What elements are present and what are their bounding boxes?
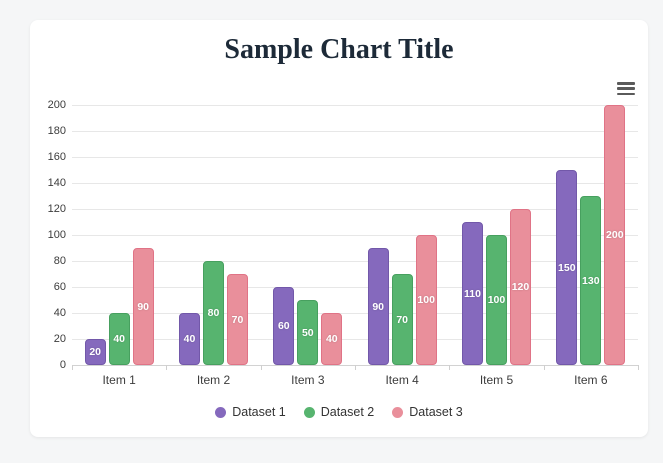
bar-value-label: 40: [325, 333, 338, 345]
bar-dataset-2-item-5[interactable]: 100: [485, 235, 507, 365]
bar-dataset-3-item-2[interactable]: 70: [226, 274, 248, 365]
y-axis-tick-label: 20: [53, 333, 66, 345]
bar-value-label: 70: [396, 313, 408, 326]
y-axis-tick-label: 200: [47, 99, 66, 111]
gridline: [72, 261, 638, 262]
bar-dataset-2-item-1[interactable]: 40: [108, 313, 130, 365]
bar-value-label: 110: [464, 287, 481, 300]
hamburger-line: [617, 87, 635, 90]
bar-value-label: 50: [301, 326, 314, 339]
y-axis-tick-label: 80: [53, 255, 66, 267]
bar-group-3: 60 50 40: [261, 105, 355, 365]
bar-value-label: 120: [511, 281, 530, 293]
bar-value-label: 80: [207, 307, 220, 319]
chart-legend: Dataset 1 Dataset 2 Dataset 3: [30, 405, 648, 419]
y-axis-tick-label: 40: [53, 307, 66, 319]
x-axis-tick: [72, 365, 73, 370]
bar-value-label: 60: [277, 320, 290, 332]
bar-value-label: 100: [487, 294, 506, 306]
legend-marker-icon: [392, 406, 404, 418]
bar-value-label: 90: [372, 300, 384, 313]
x-axis-tick: [355, 365, 356, 370]
bar-dataset-1-item-1[interactable]: 20: [84, 339, 106, 365]
gridline: [72, 183, 638, 184]
y-axis-tick-label: 160: [47, 151, 66, 163]
bar-group-1: 20 40 90: [72, 105, 166, 365]
bar-value-label: 90: [137, 300, 149, 313]
bar-value-label: 70: [231, 313, 244, 326]
y-axis-tick-label: 180: [47, 125, 66, 137]
hamburger-line: [617, 92, 635, 95]
legend-label: Dataset 2: [320, 405, 375, 419]
chart-title: Sample Chart Title: [224, 34, 454, 65]
x-axis-tick: [638, 365, 639, 370]
x-axis-label: Item 1: [102, 373, 136, 387]
gridline: [72, 131, 638, 132]
bar-dataset-3-item-3[interactable]: 40: [321, 313, 343, 365]
bar-dataset-1-item-5[interactable]: 110: [461, 222, 483, 365]
y-axis-tick-label: 140: [47, 177, 66, 189]
gridline: [72, 339, 638, 340]
bar-dataset-2-item-2[interactable]: 80: [202, 261, 224, 365]
gridline: [72, 105, 638, 106]
chart-plot: 20 40 90 40 80 70 60 50 40 90 70 100 110 100 120 150 130…: [72, 105, 639, 370]
x-axis-tick: [449, 365, 451, 370]
y-axis-tick-label: 100: [47, 229, 66, 241]
x-axis-label: Item 6: [574, 373, 608, 387]
gridline: [72, 287, 638, 288]
y-axis-tick-label: 60: [53, 281, 66, 293]
x-axis-label: Item 4: [385, 373, 419, 387]
bar-dataset-1-item-3[interactable]: 60: [273, 287, 295, 365]
bar-dataset-2-item-4[interactable]: 70: [391, 274, 413, 365]
legend-marker-icon: [215, 406, 227, 418]
x-axis-label: Item 5: [479, 373, 514, 387]
legend-item-dataset-3[interactable]: Dataset 3: [392, 405, 463, 419]
legend-label: Dataset 1: [232, 405, 286, 419]
bar-dataset-2-item-6[interactable]: 130: [580, 196, 602, 365]
gridline: [72, 235, 638, 236]
bar-group-2: 40 80 70: [166, 105, 260, 365]
bar-dataset-2-item-3[interactable]: 50: [297, 300, 319, 365]
legend-item-dataset-2[interactable]: Dataset 2: [303, 405, 375, 419]
bar-dataset-3-item-5[interactable]: 120: [509, 209, 531, 365]
bar-dataset-3-item-1[interactable]: 90: [132, 248, 154, 365]
bar-value-label: 20: [89, 346, 101, 358]
x-axis-tick: [260, 365, 262, 370]
x-axis: Item 1 Item 2 Item 3 Item 4 Item 5 Item 6: [72, 373, 638, 389]
bar-group-5: 110 100 120: [449, 105, 543, 365]
legend-label: Dataset 3: [409, 405, 463, 419]
gridline: [72, 209, 638, 210]
y-axis: 0 20 40 60 80 100 120 140 160 180 200: [30, 99, 66, 371]
bar-value-label: 40: [183, 333, 196, 345]
bar-value-label: 100: [417, 294, 435, 306]
x-axis-label: Item 2: [196, 373, 231, 387]
gridline: [72, 157, 638, 158]
bar-dataset-1-item-4[interactable]: 90: [367, 248, 389, 365]
x-axis-tick: [166, 365, 168, 370]
x-axis-tick: [543, 365, 545, 370]
bar-dataset-1-item-2[interactable]: 40: [178, 313, 200, 365]
bar-value-label: 40: [113, 333, 125, 345]
bar-value-label: 200: [606, 229, 624, 241]
bar-dataset-1-item-6[interactable]: 150: [556, 170, 578, 365]
x-axis-label: Item 3: [291, 373, 325, 387]
bar-dataset-3-item-4[interactable]: 100: [415, 235, 437, 365]
bar-value-label: 150: [558, 261, 576, 274]
legend-item-dataset-1[interactable]: Dataset 1: [215, 405, 286, 419]
bar-value-label: 130: [582, 274, 600, 287]
y-axis-tick-label: 0: [59, 359, 66, 371]
bar-dataset-3-item-6[interactable]: 200: [604, 105, 626, 365]
bar-group-4: 90 70 100: [355, 105, 449, 365]
chart-card: Sample Chart Title 0 20 40 60 80 100 120 140 160…: [30, 20, 648, 437]
y-axis-tick-label: 120: [47, 203, 66, 215]
hamburger-line: [617, 82, 635, 85]
legend-marker-icon: [303, 406, 315, 418]
bar-group-6: 150 130 200: [544, 105, 638, 365]
hamburger-menu-icon[interactable]: [617, 82, 635, 95]
gridline: [72, 313, 638, 314]
